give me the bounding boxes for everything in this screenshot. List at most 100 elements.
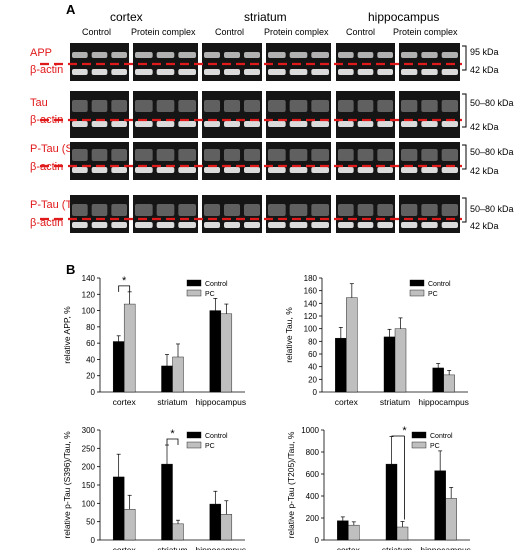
band-2-5-1-0 (421, 149, 438, 161)
band-0-3-0-0 (268, 52, 286, 58)
band-0-3-0-1 (268, 69, 286, 75)
band-2-0-1-1 (91, 167, 108, 173)
blot-1-5 (399, 91, 460, 138)
blot-0-2 (202, 43, 262, 81)
band-3-4-1-0 (357, 204, 374, 216)
band-1-3-1-0 (289, 100, 308, 112)
band-2-5-0-0 (401, 149, 418, 161)
band-1-2-2-1 (244, 121, 260, 127)
band-1-1-0-0 (135, 100, 153, 112)
band-0-4-0-1 (338, 69, 354, 75)
band-3-3-1-0 (289, 204, 308, 216)
chart-0: 0 20 40 60 80 100 120 140 relative APP, % cortex s… (62, 274, 246, 407)
band-1-0-0-0 (72, 100, 88, 112)
band-2-1-2-1 (178, 167, 196, 173)
chart-2-ytick-label-5: 250 (82, 444, 96, 453)
band-1-4-0-0 (338, 100, 354, 112)
chart-3-ytick-label-4: 800 (306, 448, 320, 457)
band-1-2-0-1 (204, 121, 220, 127)
band-2-3-0-1 (268, 167, 286, 173)
band-3-4-0-0 (338, 204, 354, 216)
band-1-3-1-1 (289, 121, 308, 127)
chart-0-xtick-label-1: striatum (157, 397, 187, 407)
band-0-2-1-0 (224, 52, 240, 58)
band-0-1-1-1 (156, 69, 175, 75)
band-3-5-1-0 (421, 204, 438, 216)
panel-b-letter: B (66, 262, 76, 277)
chart-3-legend-label-1: PC (430, 443, 440, 450)
chart-2-ytick-label-4: 200 (82, 463, 96, 472)
band-3-2-0-1 (204, 222, 220, 228)
band-2-3-2-0 (311, 149, 329, 161)
band-1-2-1-1 (224, 121, 240, 127)
row-label-app-actin: β-actin (30, 64, 64, 76)
band-1-5-0-0 (401, 100, 418, 112)
band-1-3-0-1 (268, 121, 286, 127)
band-3-3-1-1 (289, 222, 308, 228)
band-1-0-2-0 (111, 100, 127, 112)
chart-3-ytick-label-2: 400 (306, 492, 320, 501)
band-0-5-1-1 (421, 69, 438, 75)
band-2-1-2-0 (178, 149, 196, 161)
region-label-hippocampus: hippocampus (368, 10, 440, 24)
bracket-3 (462, 197, 467, 223)
band-2-2-1-0 (224, 149, 240, 161)
chart-2-xtick-label-2: hippocampus (196, 545, 247, 550)
chart-1-ylabel: relative Tau, % (284, 307, 294, 363)
band-2-4-1-1 (357, 167, 374, 173)
chart-0-bar-0-0 (112, 341, 125, 393)
band-0-3-1-0 (289, 52, 308, 58)
band-2-1-0-0 (135, 149, 153, 161)
chart-1-ytick-label-6: 120 (304, 312, 318, 321)
band-0-2-2-0 (244, 52, 260, 58)
group-label-striatum-protein-complex: Protein complex (264, 27, 329, 37)
row-label-tau: Tau (30, 97, 48, 109)
chart-2-bar-1-2 (220, 514, 233, 541)
band-2-4-2-0 (377, 149, 393, 161)
chart-3-bar-1-1 (396, 526, 409, 541)
chart-3-ytick-label-3: 600 (306, 470, 320, 479)
band-2-1-1-1 (156, 167, 175, 173)
chart-1-bar-1-1 (394, 328, 407, 393)
band-0-5-0-0 (401, 52, 418, 58)
chart-2-bar-0-2 (209, 503, 222, 541)
chart-2-ytick-label-0: 0 (91, 536, 96, 545)
band-2-4-1-0 (357, 149, 374, 161)
chart-1-ytick-label-5: 100 (304, 325, 318, 334)
chart-2-bar-0-1 (161, 463, 173, 541)
chart-2-legend-swatch-1 (186, 441, 202, 449)
band-1-0-1-1 (91, 121, 108, 127)
blot-1-1 (133, 91, 198, 138)
band-3-2-1-0 (224, 204, 240, 216)
chart-2-sig-star-0: * (170, 428, 175, 440)
chart-3-legend-label-0: Control (430, 433, 453, 440)
chart-1-bar-0-0 (335, 337, 347, 393)
band-2-2-0-0 (204, 149, 220, 161)
band-1-5-0-1 (401, 121, 418, 127)
chart-0-ytick-label-6: 120 (82, 290, 96, 299)
band-3-5-2-1 (441, 222, 458, 228)
band-0-1-0-1 (135, 69, 153, 75)
band-0-0-0-0 (72, 52, 88, 58)
chart-1-legend-swatch-0 (409, 279, 425, 287)
band-3-2-2-0 (244, 204, 260, 216)
band-0-5-2-1 (441, 69, 458, 75)
band-1-3-2-1 (311, 121, 329, 127)
chart-3-ytick-label-0: 0 (315, 536, 320, 545)
band-2-3-1-0 (289, 149, 308, 161)
chart-2-ytick-label-6: 300 (82, 426, 96, 435)
chart-2-ylabel: relative p-Tau (S396)/Tau, % (62, 431, 72, 539)
bracket-1 (462, 93, 467, 128)
band-2-0-1-0 (91, 149, 108, 161)
band-1-1-1-1 (156, 121, 175, 127)
chart-2-xtick-label-1: striatum (157, 545, 187, 550)
chart-1-legend-label-1: PC (428, 291, 438, 298)
chart-3-xtick-label-1: striatum (382, 545, 412, 550)
band-1-2-2-0 (244, 100, 260, 112)
chart-1-ytick-label-3: 60 (308, 350, 317, 359)
chart-3-bar-1-0 (348, 524, 360, 541)
chart-1-ytick-label-9: 180 (304, 274, 318, 283)
band-2-2-0-1 (204, 167, 220, 173)
band-0-1-0-0 (135, 52, 153, 58)
chart-0-sig-star-0: * (122, 275, 127, 287)
